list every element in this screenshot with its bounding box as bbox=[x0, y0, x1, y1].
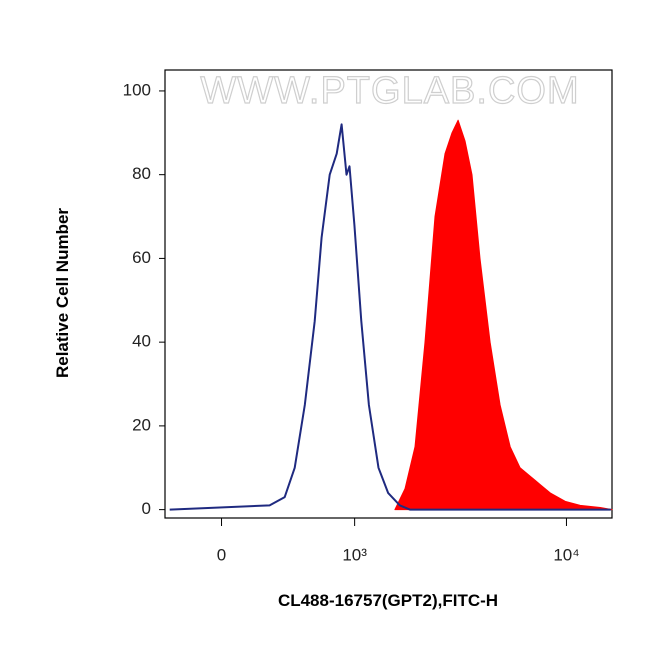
y-tick-label: 60 bbox=[132, 248, 151, 267]
x-tick-label: 10³ bbox=[342, 545, 367, 564]
y-tick-label: 20 bbox=[132, 415, 151, 434]
y-tick-label: 0 bbox=[142, 499, 151, 518]
y-tick-label: 100 bbox=[123, 80, 151, 99]
y-axis-title: Relative Cell Number bbox=[53, 208, 72, 378]
histogram-line bbox=[169, 123, 611, 511]
x-tick-label: 10⁴ bbox=[553, 545, 579, 564]
x-tick-label: 0 bbox=[217, 545, 226, 564]
y-tick-label: 80 bbox=[132, 164, 151, 183]
plot-frame bbox=[164, 69, 613, 519]
y-tick-label: 40 bbox=[132, 332, 151, 351]
watermark: WWW.PTGLAB.COM bbox=[200, 70, 579, 112]
x-axis-title: CL488-16757(GPT2),FITC-H bbox=[278, 591, 498, 610]
histogram-area bbox=[394, 119, 613, 511]
